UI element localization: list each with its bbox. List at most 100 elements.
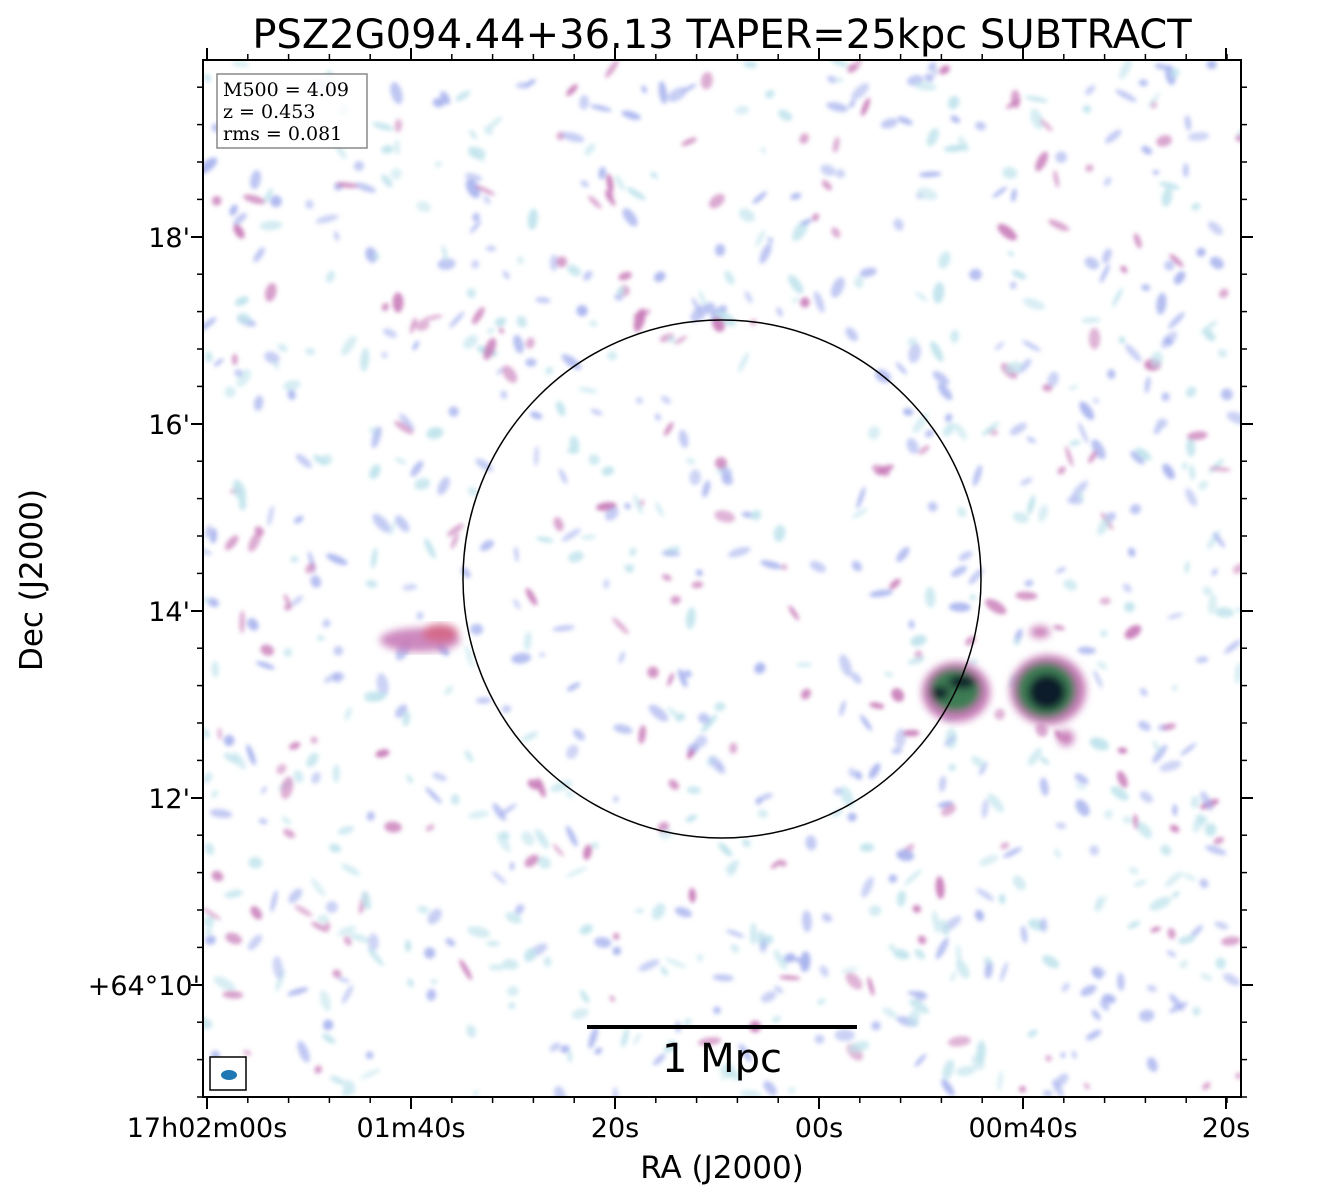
noise-blob	[660, 965, 669, 977]
noise-blob	[805, 835, 817, 851]
noise-blob	[660, 395, 672, 405]
noise-blob	[236, 312, 251, 325]
noise-blob	[463, 335, 478, 349]
noise-blob	[1068, 384, 1079, 391]
noise-blob	[464, 750, 474, 763]
noise-blob	[1024, 95, 1049, 103]
noise-blob	[395, 515, 410, 532]
noise-blob	[754, 662, 766, 674]
noise-blob	[1207, 594, 1217, 615]
noise-blob	[915, 291, 928, 302]
noise-blob	[259, 220, 283, 231]
x-tick-label: 00s	[795, 1113, 843, 1144]
noise-blob	[942, 1059, 955, 1080]
noise-blob	[888, 943, 896, 953]
noise-blob	[365, 579, 378, 588]
noise-blob	[203, 728, 210, 739]
noise-blob	[681, 137, 697, 147]
noise-blob	[850, 672, 862, 684]
noise-blob	[674, 335, 687, 345]
noise-blob	[247, 618, 259, 631]
noise-blob	[1152, 170, 1160, 175]
noise-blob	[664, 958, 687, 968]
noise-blob	[938, 918, 950, 937]
noise-blob	[1091, 439, 1106, 460]
noise-blob	[572, 729, 585, 741]
noise-blob	[239, 610, 246, 634]
noise-blob	[588, 454, 600, 466]
noise-blob	[1027, 495, 1036, 515]
noise-blob	[1214, 921, 1229, 930]
noise-blob	[618, 651, 626, 664]
noise-blob	[590, 104, 612, 112]
noise-blob	[831, 227, 841, 238]
noise-blob	[831, 809, 843, 817]
noise-blob	[969, 268, 982, 281]
noise-blob	[1130, 451, 1145, 465]
noise-blob	[1213, 836, 1225, 845]
noise-blob	[444, 685, 453, 695]
noise-blob	[601, 466, 615, 476]
noise-blob	[743, 61, 758, 68]
noise-blob	[204, 73, 212, 83]
noise-blob	[341, 984, 354, 1004]
noise-blob	[511, 652, 532, 664]
noise-blob	[316, 635, 325, 641]
noise-blob	[270, 195, 282, 208]
noise-blob	[1119, 60, 1132, 80]
noise-blob	[426, 427, 444, 440]
noise-blob	[470, 623, 484, 635]
noise-blob	[517, 256, 524, 264]
noise-blob	[653, 1053, 666, 1066]
noise-blob	[1179, 959, 1188, 969]
noise-blob	[1191, 202, 1201, 211]
noise-blob	[761, 146, 766, 154]
noise-blob	[958, 551, 973, 561]
noise-blob	[1220, 936, 1241, 946]
beam-indicator	[209, 1056, 247, 1091]
noise-blob	[1107, 369, 1116, 380]
noise-blob	[727, 546, 751, 558]
noise-blob	[871, 464, 891, 477]
noise-blob	[1079, 401, 1095, 420]
noise-blob	[594, 1047, 603, 1055]
noise-blob	[360, 1068, 381, 1080]
noise-blob	[434, 161, 442, 168]
noise-blob	[427, 908, 442, 925]
noise-blob	[1202, 1082, 1211, 1091]
noise-blob	[1026, 436, 1036, 444]
x-axis-label: RA (J2000)	[640, 1150, 804, 1186]
noise-blob	[1057, 466, 1066, 475]
noise-blob	[223, 752, 240, 764]
noise-blob	[799, 133, 809, 144]
noise-blob	[856, 486, 866, 509]
noise-blob	[361, 891, 371, 910]
noise-blob	[918, 445, 930, 455]
noise-blob	[1011, 270, 1027, 280]
noise-blob	[616, 287, 625, 296]
noise-blob	[734, 105, 750, 115]
noise-blob	[565, 790, 574, 799]
noise-blob	[1128, 866, 1139, 875]
noise-blob	[834, 1029, 855, 1042]
noise-blob	[1200, 973, 1213, 981]
noise-blob	[332, 764, 340, 783]
noise-blob	[1088, 450, 1098, 464]
noise-blob	[871, 1021, 881, 1031]
noise-blob	[543, 956, 552, 967]
noise-blob	[861, 876, 874, 898]
noise-blob	[412, 340, 420, 351]
noise-blob	[725, 859, 740, 873]
noise-blob	[277, 343, 288, 353]
noise-blob	[322, 453, 333, 465]
noise-blob	[329, 843, 342, 853]
noise-blob	[835, 77, 843, 83]
noise-blob	[792, 297, 799, 304]
noise-blob	[809, 561, 826, 573]
noise-blob	[770, 859, 782, 869]
noise-blob	[525, 358, 537, 367]
noise-blob	[330, 1075, 345, 1085]
noise-blob	[560, 1045, 570, 1054]
noise-blob	[1188, 464, 1196, 481]
noise-blob	[578, 387, 598, 394]
